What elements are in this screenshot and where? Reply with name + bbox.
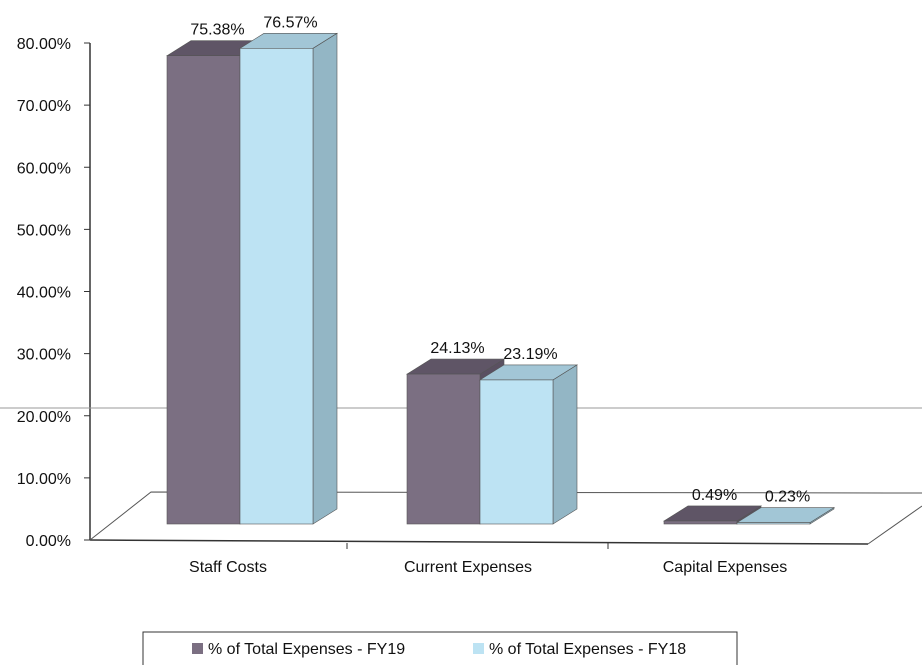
bar-staff-costs-fy19 — [166, 55, 241, 525]
x-axis-categories: Staff Costs Current Expenses Capital Exp… — [189, 559, 787, 576]
data-label-capital-expenses-fy18: 0.23% — [765, 489, 810, 506]
bar-capital-expenses-fy19 — [663, 520, 738, 525]
bar-current-expenses-fy18 — [479, 379, 554, 525]
y-tick-label: 70.00% — [17, 98, 71, 115]
y-tick-label: 10.00% — [17, 471, 71, 488]
legend-label-fy19: % of Total Expenses - FY19 — [208, 641, 405, 658]
y-tick-label: 80.00% — [17, 36, 71, 53]
data-label-current-expenses-fy18: 23.19% — [503, 346, 557, 363]
legend-swatch-fy19 — [192, 643, 203, 654]
y-tick-label: 30.00% — [17, 347, 71, 364]
data-label-staff-costs-fy19: 75.38% — [190, 22, 244, 39]
y-tick-label: 40.00% — [17, 285, 71, 302]
bar-staff-costs-fy18-side — [312, 32, 338, 525]
category-label: Current Expenses — [404, 559, 532, 576]
legend: % of Total Expenses - FY19 % of Total Ex… — [142, 631, 738, 665]
category-label: Staff Costs — [189, 559, 267, 576]
y-tick-label: 60.00% — [17, 160, 71, 177]
y-tick-label: 0.00% — [26, 533, 71, 550]
legend-label-fy18: % of Total Expenses - FY18 — [489, 641, 686, 658]
legend-box — [142, 631, 738, 665]
y-tick-label: 50.00% — [17, 222, 71, 239]
y-axis-ticks: 0.00% 10.00% 20.00% 30.00% 40.00% 50.00%… — [17, 36, 71, 550]
floor-outline — [89, 491, 922, 541]
category-label: Capital Expenses — [663, 559, 788, 576]
floor-right-edge — [867, 505, 922, 545]
bar-capital-expenses-fy18 — [736, 522, 811, 525]
bar-current-expenses-fy19 — [406, 373, 481, 525]
x-axis-line — [89, 539, 869, 545]
bar-series — [165, 32, 836, 525]
data-label-capital-expenses-fy19: 0.49% — [692, 487, 737, 504]
data-labels: 75.38% 24.13% 0.49% 76.57% 23.19% 0.23% — [190, 14, 810, 505]
data-label-staff-costs-fy18: 76.57% — [263, 14, 317, 31]
y-tick-label: 20.00% — [17, 409, 71, 426]
bar-current-expenses-fy18-side — [552, 364, 578, 525]
bar-staff-costs-fy18 — [239, 48, 314, 525]
legend-swatch-fy18 — [473, 643, 484, 654]
data-label-current-expenses-fy19: 24.13% — [430, 340, 484, 357]
